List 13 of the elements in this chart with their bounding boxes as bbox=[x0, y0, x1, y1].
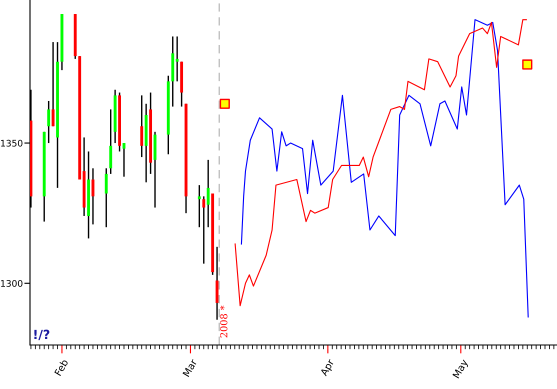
y-tick-label: 1300 bbox=[1, 280, 22, 287]
candlestick bbox=[206, 159, 210, 228]
candlestick bbox=[47, 100, 50, 144]
y-tick-label: 1350 bbox=[1, 140, 22, 147]
candlestick bbox=[122, 142, 126, 178]
candlestick bbox=[52, 41, 55, 127]
candlestick bbox=[176, 36, 179, 82]
candlestick bbox=[198, 184, 201, 228]
candlestick bbox=[92, 168, 94, 226]
candlestick bbox=[216, 246, 218, 320]
annotation: !/? bbox=[34, 330, 50, 340]
x-tick-label: Feb bbox=[54, 358, 68, 376]
ref-line-label: 2008 * bbox=[220, 306, 228, 338]
